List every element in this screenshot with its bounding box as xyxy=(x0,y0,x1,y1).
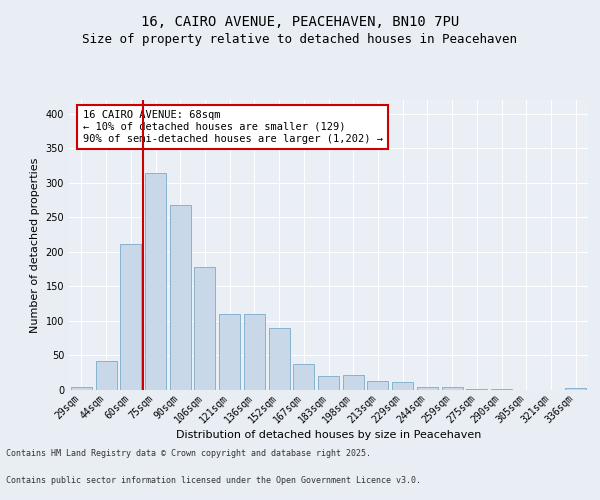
Bar xyxy=(269,328,290,390)
Text: 16, CAIRO AVENUE, PEACEHAVEN, BN10 7PU: 16, CAIRO AVENUE, PEACEHAVEN, BN10 7PU xyxy=(141,16,459,30)
Bar xyxy=(565,388,586,390)
X-axis label: Distribution of detached houses by size in Peacehaven: Distribution of detached houses by size … xyxy=(176,430,481,440)
Bar xyxy=(293,364,314,390)
Bar xyxy=(417,387,438,390)
Bar xyxy=(145,172,166,390)
Bar xyxy=(170,205,191,390)
Bar xyxy=(466,388,487,390)
Bar xyxy=(392,382,413,390)
Text: Size of property relative to detached houses in Peacehaven: Size of property relative to detached ho… xyxy=(83,34,517,46)
Bar xyxy=(343,375,364,390)
Bar xyxy=(219,314,240,390)
Bar xyxy=(244,314,265,390)
Bar xyxy=(318,376,339,390)
Bar xyxy=(367,381,388,390)
Y-axis label: Number of detached properties: Number of detached properties xyxy=(30,158,40,332)
Bar xyxy=(71,386,92,390)
Bar xyxy=(442,386,463,390)
Bar xyxy=(120,244,141,390)
Text: Contains public sector information licensed under the Open Government Licence v3: Contains public sector information licen… xyxy=(6,476,421,485)
Text: 16 CAIRO AVENUE: 68sqm
← 10% of detached houses are smaller (129)
90% of semi-de: 16 CAIRO AVENUE: 68sqm ← 10% of detached… xyxy=(83,110,383,144)
Bar xyxy=(95,361,116,390)
Bar xyxy=(194,267,215,390)
Text: Contains HM Land Registry data © Crown copyright and database right 2025.: Contains HM Land Registry data © Crown c… xyxy=(6,448,371,458)
